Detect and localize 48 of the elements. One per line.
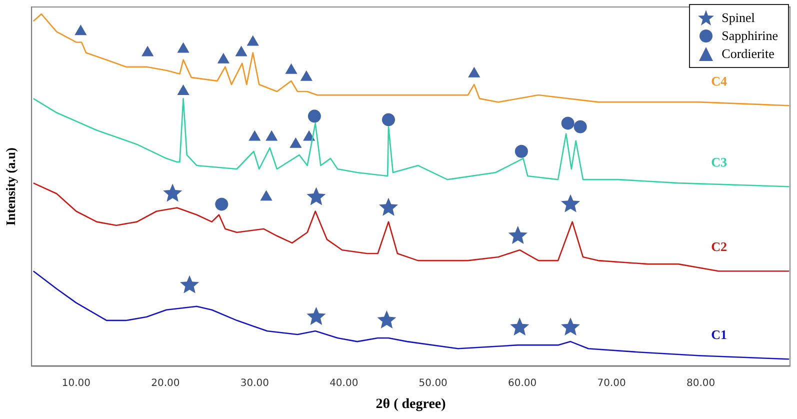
legend-label: Sapphirine [722,28,778,44]
point [178,42,189,53]
x-tick-label: 80.00 [686,378,716,389]
point [510,317,530,336]
series-label: C4 [711,74,728,89]
x-tick-label: 20.00 [151,378,180,389]
x-tick-label: 50.00 [418,378,448,389]
series-label: C2 [711,239,728,254]
point [215,198,228,211]
point [308,110,321,123]
series-label: C3 [711,154,728,170]
point [306,187,326,206]
point [74,25,86,36]
point [303,130,315,141]
x-tick-label: 40.00 [330,378,358,389]
point [180,275,200,294]
point [468,67,480,78]
point [163,184,182,202]
y-axis-title: Intensity (a.u) [3,148,18,226]
x-tick-label: 30.00 [240,378,269,389]
point [306,306,326,325]
point [247,36,259,46]
point [142,46,154,56]
point [290,138,302,148]
point [260,190,272,201]
point [382,113,395,126]
point [508,226,528,244]
point [574,120,587,134]
x-tick-label: 10.00 [62,378,91,389]
point [218,53,230,64]
x-tick-label: 60.00 [508,378,537,389]
series-label: C1 [711,327,728,342]
point [377,310,396,329]
point [300,70,312,81]
point [236,46,247,56]
point [561,317,580,336]
legend-label: Spinel [722,10,755,26]
point [286,64,297,74]
x-tick-label: 70.00 [597,378,626,389]
point [178,85,189,96]
point [561,194,580,212]
point [378,198,398,216]
legend-label: Cordierite [722,46,774,62]
x-axis-title: 2θ ( degree) [376,397,446,412]
point [248,130,260,141]
point [266,130,278,141]
point [561,116,574,130]
point [514,144,528,158]
